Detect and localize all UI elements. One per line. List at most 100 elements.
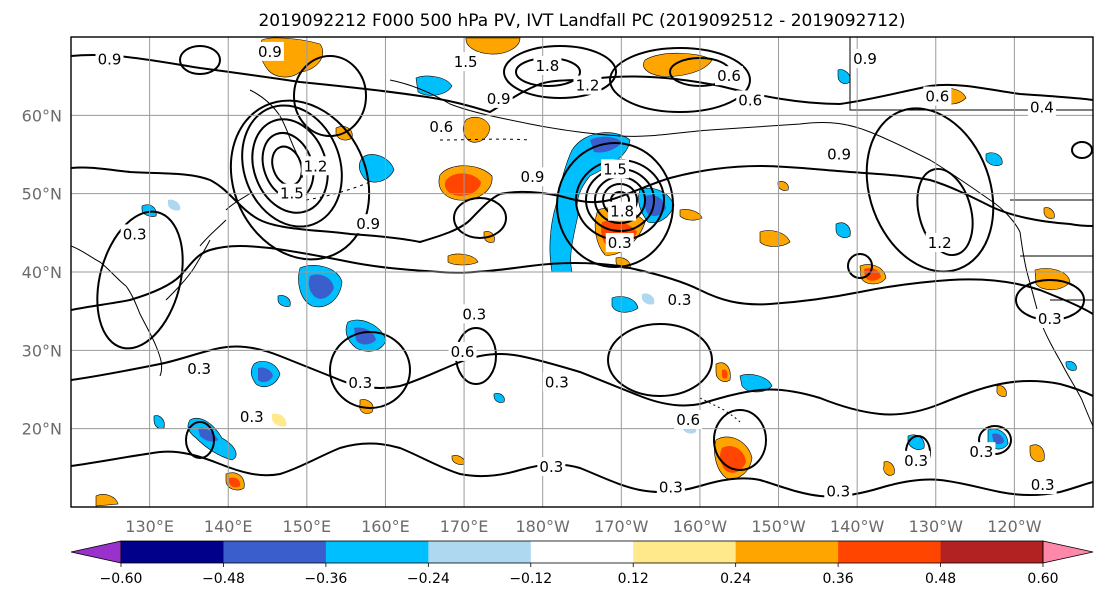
contour-label-bg	[902, 450, 931, 470]
contour-label-bg	[95, 49, 124, 69]
coastline-japan	[165, 219, 227, 301]
contour-label-bg	[460, 304, 489, 324]
pv-anomaly-patch	[258, 367, 273, 383]
contour-label-bg	[518, 167, 547, 187]
pv-anomaly-patch	[277, 295, 291, 307]
contour-label-bg	[542, 372, 571, 392]
contour-label: 0.3	[969, 443, 993, 461]
pv-anomaly-patch	[168, 199, 181, 211]
lon-tick-label: 150°W	[751, 517, 806, 536]
contour-label: 0.6	[717, 67, 741, 85]
pv-anomaly-patch	[444, 173, 481, 196]
colorbar-tick-label: 0.12	[618, 571, 649, 587]
pv-anomaly-patch	[462, 116, 491, 143]
contour-label-bg	[448, 341, 477, 361]
pv-contour	[453, 197, 507, 239]
colorbar-tick-label: −0.36	[304, 571, 347, 587]
contour-label-bg	[925, 233, 954, 253]
border-us-canada	[849, 37, 1093, 301]
pv-contour	[839, 83, 1093, 105]
contour-label: 0.9	[98, 51, 122, 69]
contour-label-bg	[605, 233, 634, 253]
pv-anomaly-patch	[996, 385, 1007, 397]
contour-label: 0.3	[462, 305, 486, 323]
contour-label: 0.3	[123, 225, 147, 243]
colorbar-segment	[530, 541, 634, 563]
hawaii-islands	[699, 397, 741, 423]
colorbar-tick-label: −0.24	[407, 571, 450, 587]
contour-label: 0.9	[853, 50, 877, 68]
colorbar-extend-high	[1042, 540, 1094, 564]
pv-contour	[71, 245, 1093, 315]
lat-tick-label: 40°N	[22, 263, 62, 282]
contour-label: 1.8	[535, 57, 559, 75]
contour-label-bg	[537, 457, 566, 477]
contour-label-bg	[255, 41, 284, 61]
contour-label: 0.3	[659, 478, 683, 496]
contour-label-bg	[923, 86, 952, 106]
pv-contour	[185, 421, 215, 459]
contour-label: 0.3	[240, 408, 264, 426]
lon-tick-label: 140°E	[204, 517, 253, 536]
pv-anomaly-patch	[1065, 361, 1077, 371]
contour-label-bg	[601, 159, 630, 179]
pv-contour	[713, 409, 767, 471]
lon-tick-label: 170°E	[440, 517, 489, 536]
pv-anomaly-patch	[153, 415, 165, 429]
lon-tick-label: 130°E	[125, 517, 174, 536]
lon-tick-label: 180°W	[516, 517, 571, 536]
chart-title: 2019092212 F000 500 hPa PV, IVT Landfall…	[258, 11, 905, 31]
pv-anomaly-patch	[883, 461, 895, 476]
pv-anomaly-patch	[1029, 444, 1045, 462]
contour-label-bg	[825, 144, 854, 164]
pv-contour	[503, 45, 617, 99]
contour-label-bg	[185, 359, 214, 379]
pv-contour	[609, 47, 751, 113]
contour-label: 0.3	[1031, 476, 1055, 494]
pv-anomaly-patch	[679, 209, 703, 221]
pv-anomaly-patch	[493, 393, 505, 403]
contour-label-bg	[354, 214, 383, 234]
contour-label-bg	[715, 66, 744, 86]
lat-tick-label: 50°N	[22, 185, 62, 204]
colorbar-tick-label: −0.48	[202, 571, 245, 587]
contour-label: 0.9	[521, 168, 545, 186]
pv-contour	[241, 104, 343, 228]
contour-label-bg	[427, 117, 456, 137]
contour-label-bg	[1028, 475, 1057, 495]
colorbar: −0.60 −0.48 −0.36 −0.24 −0.12 0.12 0.24 0.36 0.4…	[70, 540, 1094, 587]
lat-tick-label: 30°N	[22, 341, 62, 360]
contour-label: 0.9	[356, 215, 380, 233]
colorbar-tick-label: 0.24	[720, 571, 751, 587]
contour-label: 0.3	[668, 291, 692, 309]
contour-label-bg	[120, 224, 149, 244]
pv-contour	[179, 45, 221, 75]
contour-label: 0.3	[904, 452, 928, 470]
contour-label-bg	[967, 442, 996, 462]
latitude-tick-labels: 20°N 30°N 40°N 50°N 60°N	[22, 106, 62, 438]
pv-contour	[96, 210, 184, 350]
contour-label: 0.3	[608, 234, 632, 252]
contour-label: 0.6	[676, 411, 700, 429]
pv-contour	[1071, 141, 1093, 159]
pv-contour	[556, 142, 674, 268]
pv-anomaly-patch	[992, 433, 1004, 445]
contour-label-bg	[451, 52, 480, 72]
pv-anomaly-patch	[272, 413, 287, 427]
contour-label: 1.5	[603, 160, 627, 178]
pv-anomaly-patch	[985, 152, 1003, 166]
colorbar-segment	[838, 541, 942, 563]
graticule	[71, 37, 1093, 507]
pv-anomaly-patch	[739, 374, 773, 393]
contour-label-bg	[237, 406, 266, 426]
pv-contour	[71, 442, 1093, 498]
lon-tick-label: 140°W	[830, 517, 885, 536]
lon-tick-label: 170°W	[594, 517, 649, 536]
contour-label-bg	[608, 201, 637, 221]
pv-contours	[71, 45, 1093, 498]
contour-label: 0.9	[487, 90, 511, 108]
contour-label: 0.6	[738, 91, 762, 109]
coastline-asia	[71, 245, 163, 377]
colorbar-segment	[223, 541, 327, 563]
pv-contour	[607, 323, 713, 397]
